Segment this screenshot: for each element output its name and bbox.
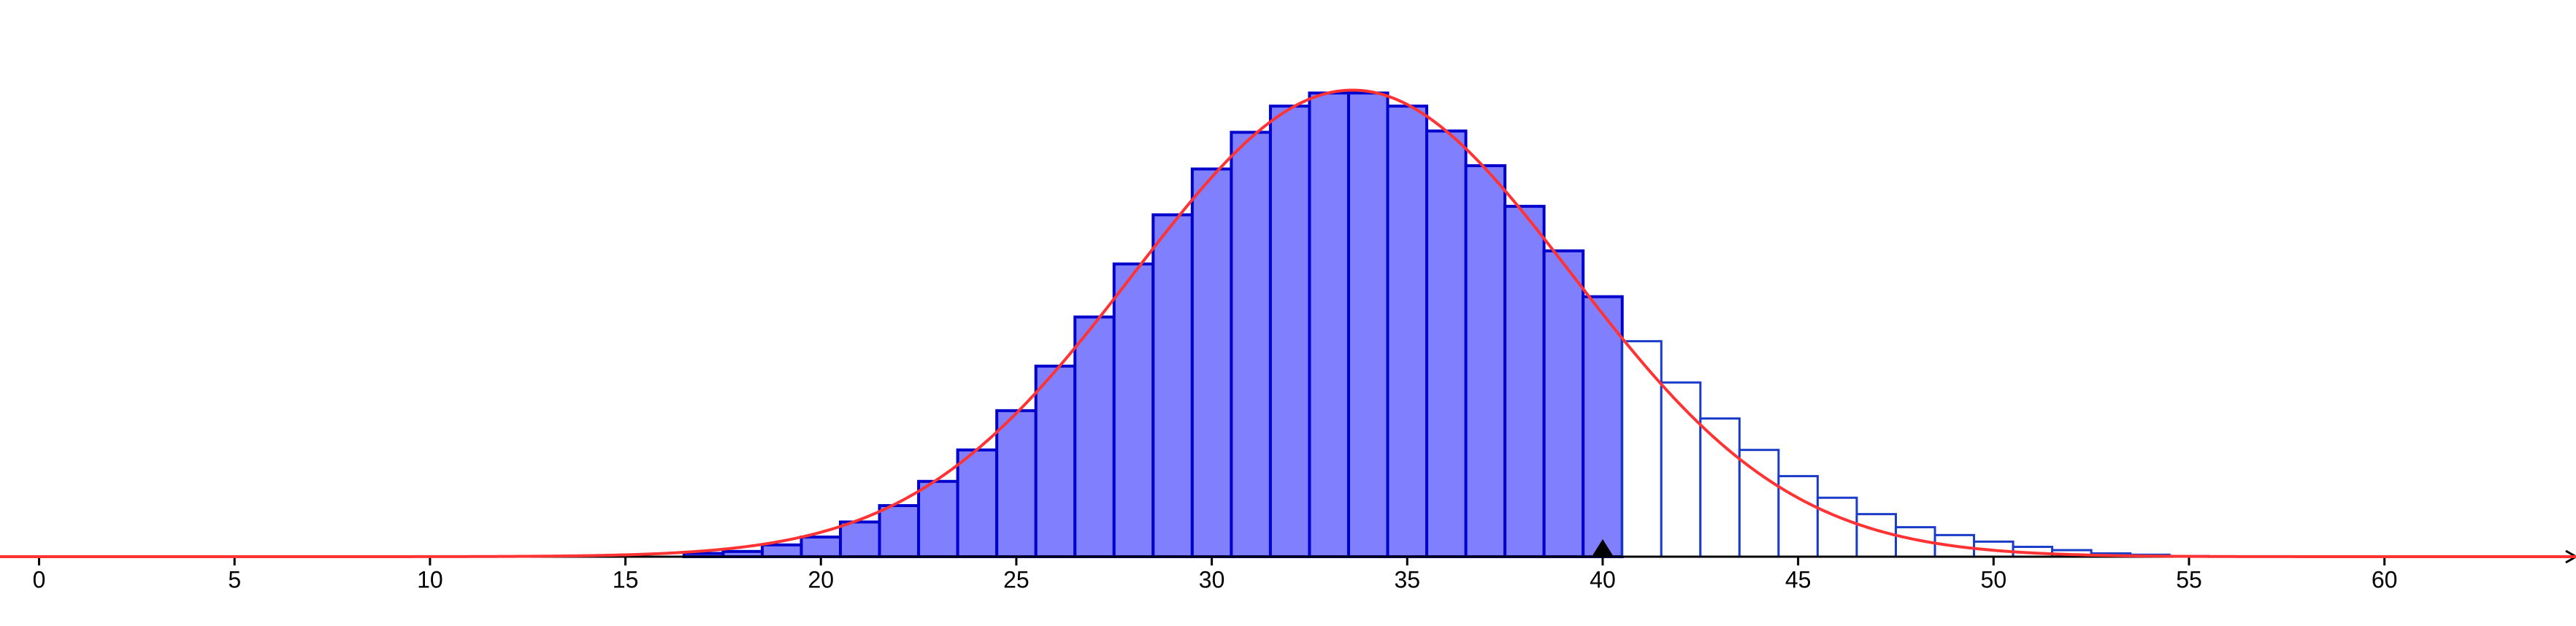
- histogram-bar: [1699, 417, 1741, 558]
- histogram-bar: [1621, 340, 1663, 558]
- histogram-bar: [1738, 449, 1780, 558]
- histogram-bar: [1073, 315, 1116, 558]
- histogram-bar: [839, 520, 881, 558]
- histogram-bar: [1582, 295, 1624, 558]
- x-tick-label: 35: [1394, 566, 1420, 592]
- histogram-bar: [1034, 364, 1077, 558]
- histogram-bar: [1386, 104, 1429, 558]
- x-tick-label: 60: [2372, 566, 2398, 592]
- histogram-bar: [1268, 104, 1311, 558]
- axis-arrow: [2565, 549, 2576, 564]
- x-tick-label: 55: [2176, 566, 2202, 592]
- histogram-bar: [878, 503, 921, 558]
- histogram-bar: [1660, 381, 1702, 558]
- histogram-bar: [995, 409, 1038, 558]
- histogram-bar: [1855, 513, 1897, 558]
- x-tick-label: 25: [1003, 566, 1030, 592]
- histogram-bar: [1308, 91, 1350, 558]
- histogram-bar: [1151, 213, 1194, 558]
- histogram-bar: [800, 536, 843, 559]
- histogram-bar: [917, 479, 959, 558]
- histogram-bar: [760, 543, 803, 558]
- histogram-bar: [1816, 496, 1858, 558]
- x-tick-label: 30: [1199, 566, 1225, 592]
- histogram-bar: [956, 448, 999, 558]
- bound-marker: [1591, 539, 1614, 557]
- histogram-bar: [1542, 249, 1585, 558]
- x-tick-label: 15: [613, 566, 639, 592]
- x-tick-label: 20: [808, 566, 834, 592]
- x-tick-label: 40: [1590, 566, 1616, 592]
- x-tick-label: 10: [417, 566, 443, 592]
- x-tick-label: 45: [1785, 566, 1812, 592]
- histogram-bar: [1464, 164, 1507, 558]
- normal-curve: [0, 88, 2576, 558]
- x-tick-label: 5: [228, 566, 241, 592]
- histogram-bar: [1425, 129, 1468, 558]
- histogram-bar: [1777, 475, 1819, 558]
- histogram-bar: [1190, 167, 1233, 558]
- x-tick-label: 0: [33, 566, 46, 592]
- histogram-bar: [1503, 204, 1546, 558]
- histogram-bar: [1346, 91, 1389, 558]
- x-tick-label: 50: [1981, 566, 2007, 592]
- histogram-bar: [1230, 131, 1272, 558]
- histogram-bar: [1112, 262, 1155, 558]
